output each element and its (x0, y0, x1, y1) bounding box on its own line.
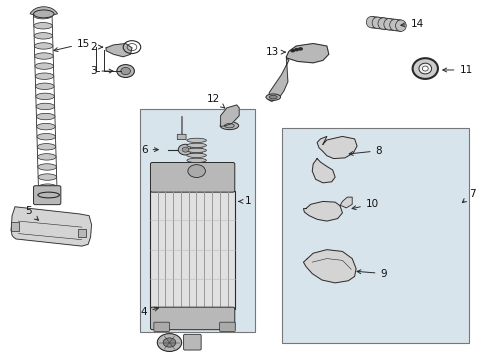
FancyBboxPatch shape (150, 307, 235, 330)
Ellipse shape (187, 158, 206, 162)
Ellipse shape (372, 17, 383, 28)
Polygon shape (340, 197, 352, 208)
Ellipse shape (34, 23, 52, 29)
Ellipse shape (35, 53, 53, 59)
Ellipse shape (384, 18, 394, 30)
Ellipse shape (390, 19, 400, 31)
Polygon shape (106, 44, 132, 57)
Circle shape (157, 334, 182, 351)
Ellipse shape (36, 103, 55, 110)
Ellipse shape (35, 63, 53, 69)
Polygon shape (303, 249, 356, 283)
Ellipse shape (37, 144, 56, 150)
Text: 5: 5 (25, 206, 39, 220)
FancyBboxPatch shape (191, 145, 202, 154)
Bar (78, 229, 86, 237)
Text: 6: 6 (141, 145, 158, 155)
Ellipse shape (38, 184, 57, 190)
Ellipse shape (187, 148, 206, 153)
Ellipse shape (395, 20, 406, 31)
Polygon shape (317, 136, 357, 158)
FancyBboxPatch shape (282, 128, 469, 342)
Text: 7: 7 (463, 189, 476, 203)
Polygon shape (11, 207, 92, 246)
Ellipse shape (413, 58, 438, 79)
Ellipse shape (367, 17, 377, 28)
Polygon shape (220, 105, 239, 126)
Ellipse shape (37, 123, 55, 130)
Polygon shape (287, 44, 329, 63)
Ellipse shape (266, 94, 281, 100)
Circle shape (121, 67, 130, 75)
Text: 11: 11 (443, 65, 473, 75)
Ellipse shape (270, 95, 277, 99)
Ellipse shape (378, 18, 389, 29)
FancyBboxPatch shape (184, 334, 201, 350)
Circle shape (163, 338, 176, 347)
Text: 2: 2 (90, 42, 102, 52)
Ellipse shape (224, 123, 234, 128)
Ellipse shape (36, 113, 55, 120)
Text: 10: 10 (352, 199, 379, 210)
Ellipse shape (38, 174, 57, 180)
Ellipse shape (187, 153, 206, 157)
Ellipse shape (38, 154, 56, 160)
FancyBboxPatch shape (150, 162, 235, 192)
FancyBboxPatch shape (33, 186, 61, 204)
Circle shape (117, 64, 134, 77)
FancyBboxPatch shape (177, 134, 186, 140)
Text: 13: 13 (266, 47, 285, 57)
Ellipse shape (33, 10, 54, 18)
Text: 15: 15 (54, 39, 90, 51)
Text: 3: 3 (90, 66, 113, 76)
Text: 14: 14 (401, 18, 424, 28)
Text: 4: 4 (141, 307, 158, 317)
Ellipse shape (34, 33, 52, 39)
Ellipse shape (35, 73, 54, 80)
Ellipse shape (422, 66, 428, 71)
FancyBboxPatch shape (140, 109, 255, 332)
Ellipse shape (37, 134, 55, 140)
Polygon shape (312, 158, 335, 183)
Circle shape (290, 49, 295, 53)
Text: 1: 1 (239, 197, 252, 206)
Circle shape (294, 48, 299, 51)
Ellipse shape (38, 164, 56, 170)
Polygon shape (303, 202, 343, 221)
Wedge shape (30, 7, 57, 15)
Bar (11, 222, 19, 231)
Circle shape (188, 165, 205, 177)
Circle shape (298, 47, 303, 51)
Text: 9: 9 (357, 269, 387, 279)
Ellipse shape (36, 93, 54, 100)
Text: 8: 8 (349, 146, 382, 156)
Ellipse shape (220, 122, 239, 130)
FancyBboxPatch shape (154, 322, 170, 332)
Ellipse shape (34, 43, 53, 49)
Ellipse shape (36, 83, 54, 90)
Polygon shape (269, 58, 289, 102)
FancyBboxPatch shape (220, 322, 235, 332)
Ellipse shape (33, 13, 52, 19)
Ellipse shape (187, 143, 206, 148)
Ellipse shape (419, 63, 432, 74)
Text: 12: 12 (206, 94, 225, 108)
Circle shape (178, 144, 193, 155)
Ellipse shape (187, 138, 206, 143)
Circle shape (182, 147, 189, 152)
Bar (150, 191, 235, 309)
